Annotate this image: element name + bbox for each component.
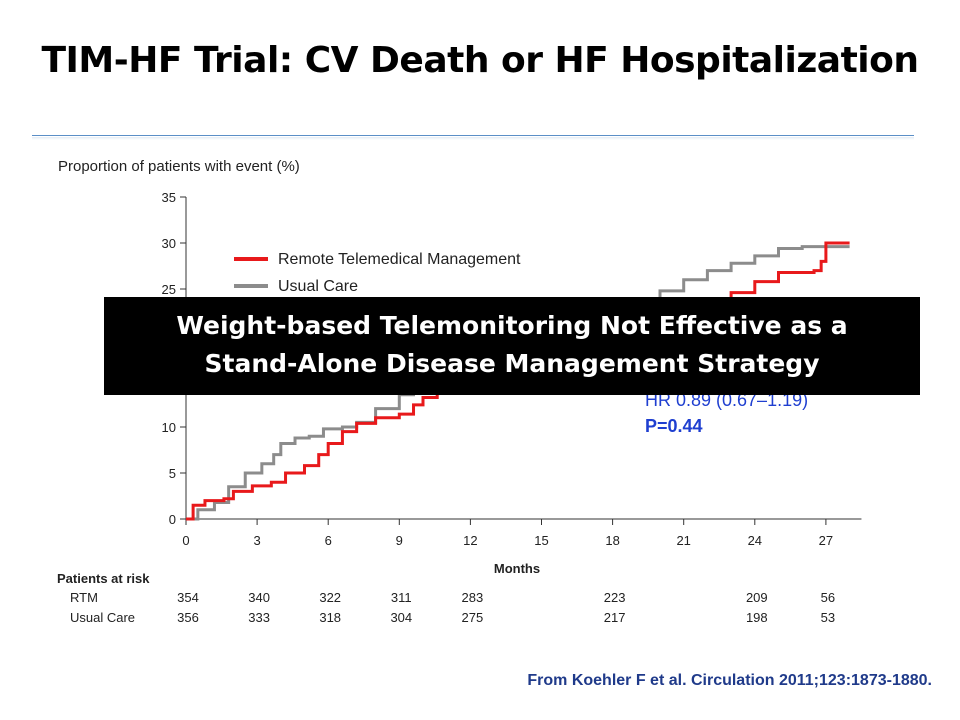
- risk-cell: 56: [820, 590, 836, 605]
- risk-cell: 275: [461, 610, 484, 625]
- slide-title: TIM-HF Trial: CV Death or HF Hospitaliza…: [41, 40, 919, 81]
- title-divider-shadow: [32, 137, 914, 140]
- x-tick-label: 12: [463, 533, 477, 548]
- risk-cell: 198: [745, 610, 768, 625]
- risk-cell: 322: [319, 590, 342, 605]
- risk-cell: 53: [820, 610, 836, 625]
- x-axis-label: Months: [494, 561, 540, 576]
- y-tick-label: 10: [162, 420, 176, 435]
- x-tick-label: 21: [676, 533, 690, 548]
- x-tick-label: 6: [325, 533, 332, 548]
- legend-entry: Remote Telemedical Management: [278, 251, 521, 268]
- risk-row-label: Usual Care: [70, 610, 136, 625]
- series-line-rtm: [186, 388, 461, 521]
- y-tick-label: 0: [169, 512, 176, 527]
- risk-cell: 283: [461, 590, 484, 605]
- risk-cell: 340: [248, 590, 270, 605]
- risk-cell: 354: [177, 590, 199, 605]
- x-tick-label: 18: [605, 533, 619, 548]
- legend-entry: Usual Care: [278, 278, 358, 295]
- risk-cell: 356: [177, 610, 199, 625]
- risk-cell: 209: [745, 590, 768, 605]
- risk-table-title: Patients at risk: [57, 571, 150, 586]
- citation: From Koehler F et al. Circulation 2011;1…: [527, 672, 932, 689]
- x-ticks: 0 3 6 9 12 15 18 21 24 27: [182, 519, 833, 548]
- p-value-annotation: P=0.44: [645, 416, 703, 436]
- x-tick-label: 0: [182, 533, 189, 548]
- y-tick-label: 25: [162, 282, 176, 297]
- x-tick-label: 15: [534, 533, 548, 548]
- y-axis-label: Proportion of patients with event (%): [58, 158, 300, 175]
- series-line-usual-care: [186, 385, 416, 521]
- series-line-rtm-tail: [707, 241, 850, 311]
- banner-line-2: Stand-Alone Disease Management Strategy: [204, 349, 820, 378]
- legend: Remote Telemedical Management Usual Care: [234, 251, 521, 295]
- x-tick-label: 24: [748, 533, 762, 548]
- risk-cell: 333: [248, 610, 270, 625]
- risk-cell: 304: [390, 610, 413, 625]
- y-tick-label: 30: [162, 236, 176, 251]
- y-tick-label: 5: [169, 466, 176, 481]
- series-line-usual-care-tail: [641, 245, 850, 308]
- conclusion-banner: Weight-based Telemonitoring Not Effectiv…: [104, 297, 920, 395]
- hazard-ratio-annotation: HR 0.89 (0.67–1.19): [645, 390, 808, 410]
- x-tick-label: 9: [396, 533, 403, 548]
- series-lines: [186, 241, 850, 521]
- risk-cell: 311: [390, 590, 412, 605]
- x-tick-label: 3: [253, 533, 260, 548]
- risk-cell: 318: [319, 610, 342, 625]
- risk-row-label: RTM: [70, 590, 98, 605]
- risk-cell: 223: [603, 590, 626, 605]
- banner-line-1: Weight-based Telemonitoring Not Effectiv…: [176, 311, 848, 340]
- x-tick-label: 27: [819, 533, 833, 548]
- title-divider: [32, 135, 914, 136]
- risk-cell: 217: [603, 610, 626, 625]
- y-tick-label: 35: [162, 190, 176, 205]
